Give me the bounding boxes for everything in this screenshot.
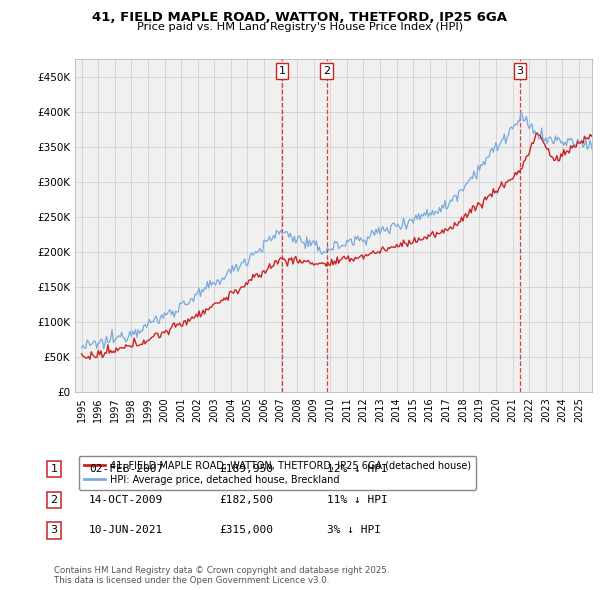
- Text: 3: 3: [50, 526, 58, 535]
- Text: 2: 2: [323, 66, 331, 76]
- Text: 1: 1: [278, 66, 286, 76]
- Text: £315,000: £315,000: [219, 526, 273, 535]
- Text: 1: 1: [50, 464, 58, 474]
- Text: 2: 2: [50, 495, 58, 504]
- Text: 3% ↓ HPI: 3% ↓ HPI: [327, 526, 381, 535]
- Text: 02-FEB-2007: 02-FEB-2007: [89, 464, 163, 474]
- Text: £189,950: £189,950: [219, 464, 273, 474]
- Text: Price paid vs. HM Land Registry's House Price Index (HPI): Price paid vs. HM Land Registry's House …: [137, 22, 463, 32]
- Text: 10-JUN-2021: 10-JUN-2021: [89, 526, 163, 535]
- Legend: 41, FIELD MAPLE ROAD, WATTON, THETFORD, IP25 6GA (detached house), HPI: Average : 41, FIELD MAPLE ROAD, WATTON, THETFORD, …: [79, 455, 476, 490]
- Text: 12% ↓ HPI: 12% ↓ HPI: [327, 464, 388, 474]
- Text: 14-OCT-2009: 14-OCT-2009: [89, 495, 163, 504]
- Text: 11% ↓ HPI: 11% ↓ HPI: [327, 495, 388, 504]
- Text: £182,500: £182,500: [219, 495, 273, 504]
- Text: Contains HM Land Registry data © Crown copyright and database right 2025.
This d: Contains HM Land Registry data © Crown c…: [54, 566, 389, 585]
- Text: 41, FIELD MAPLE ROAD, WATTON, THETFORD, IP25 6GA: 41, FIELD MAPLE ROAD, WATTON, THETFORD, …: [92, 11, 508, 24]
- Text: 3: 3: [517, 66, 523, 76]
